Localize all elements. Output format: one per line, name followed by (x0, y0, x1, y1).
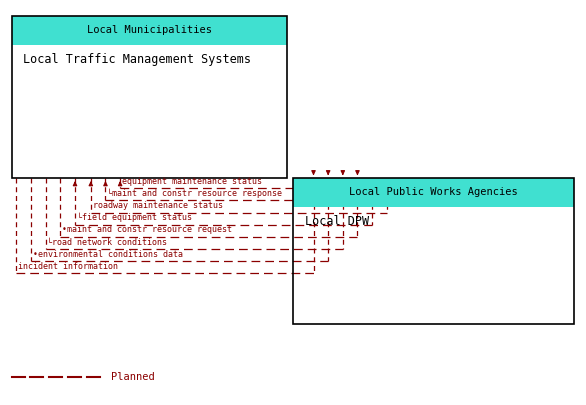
Text: Local Traffic Management Systems: Local Traffic Management Systems (23, 53, 251, 66)
Bar (12, 16, 287, 45)
Text: equipment maintenance status: equipment maintenance status (122, 177, 262, 186)
Bar (12, 16, 287, 178)
Bar (293, 178, 574, 207)
Text: Local Public Works Agencies: Local Public Works Agencies (349, 188, 518, 197)
Text: └maint and constr resource response: └maint and constr resource response (107, 189, 282, 198)
Text: •environmental conditions data: •environmental conditions data (33, 250, 183, 259)
Text: roadway maintenance status: roadway maintenance status (93, 201, 223, 210)
Text: └field equipment status: └field equipment status (77, 213, 192, 222)
Text: └road network conditions: └road network conditions (47, 238, 168, 247)
Text: Planned: Planned (111, 372, 155, 382)
Text: incident information: incident information (18, 262, 118, 271)
Text: •maint and constr resource request: •maint and constr resource request (62, 226, 232, 234)
Text: Local Municipalities: Local Municipalities (87, 26, 212, 35)
Text: Local DPW: Local DPW (305, 215, 369, 228)
Bar (293, 178, 574, 324)
